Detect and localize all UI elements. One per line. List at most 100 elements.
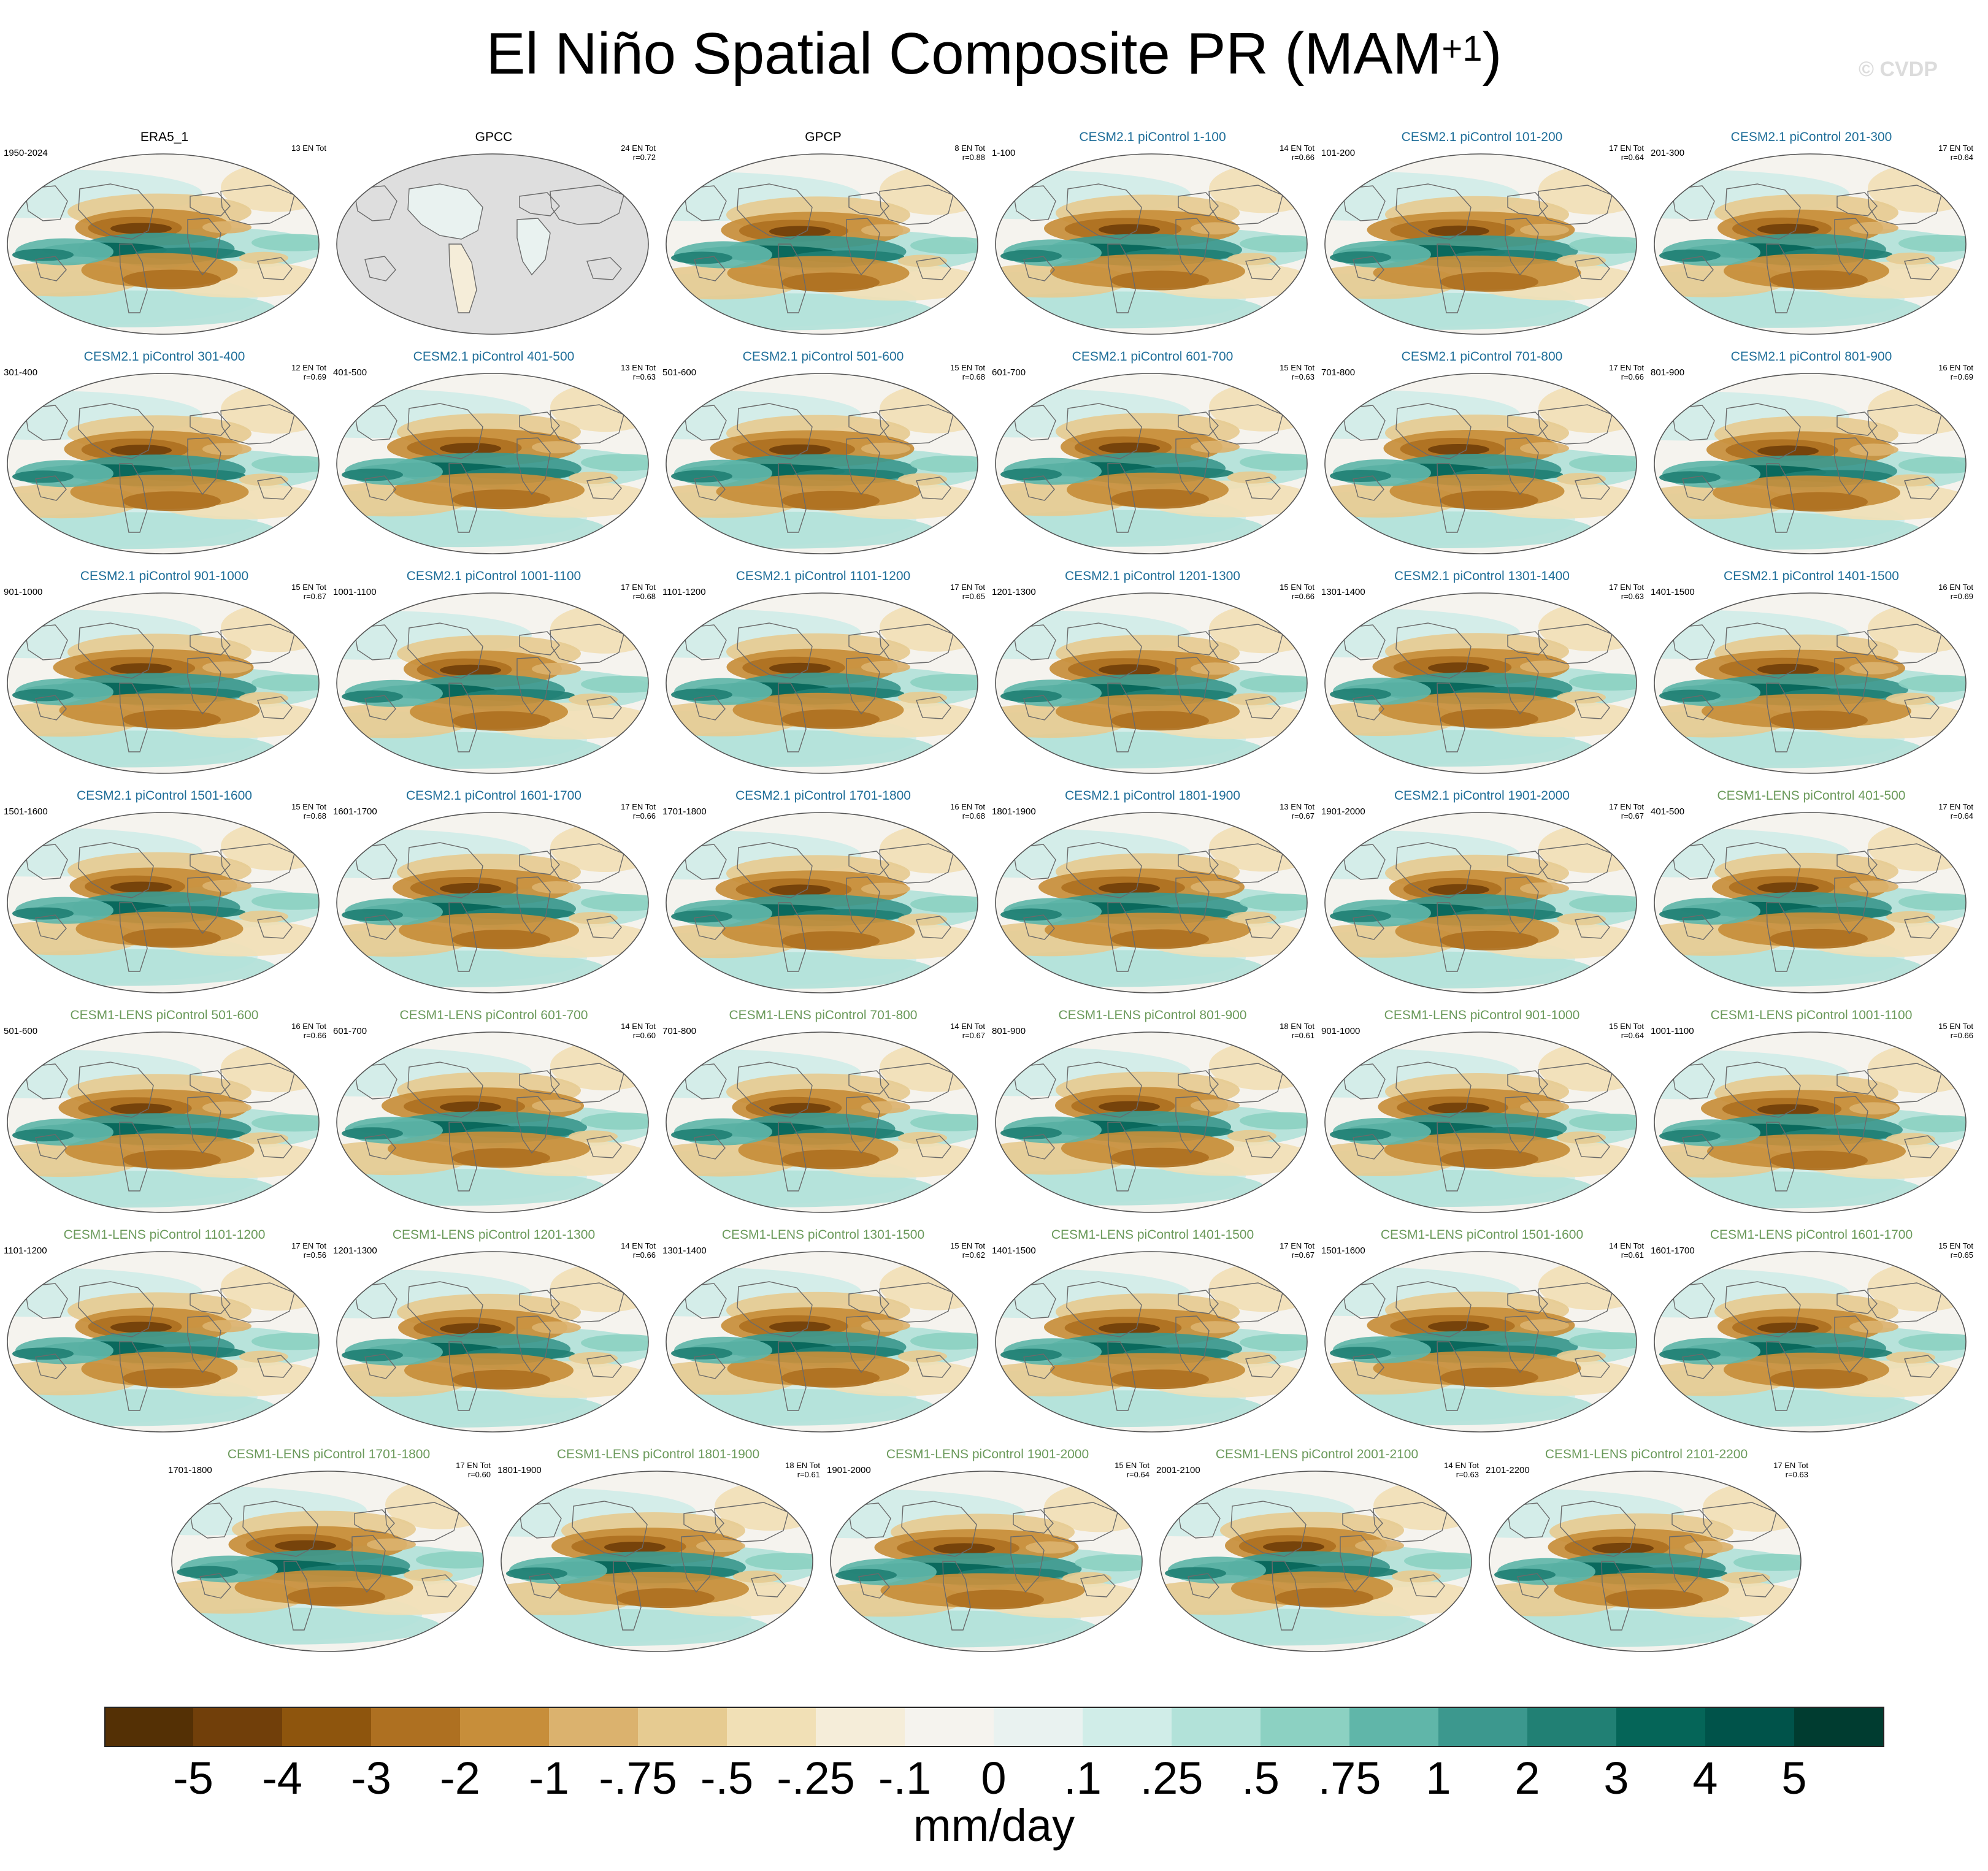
panel-pattern-correlation: r=0.63: [1621, 592, 1644, 601]
colorbar-tick-label: -5: [173, 1753, 213, 1804]
map-panel: CESM1-LENS piControl 2001-2100 2001-2100 1…: [1153, 1447, 1481, 1656]
colorbar-cell: [638, 1707, 727, 1746]
composite-map: [171, 1471, 484, 1652]
map-panel: CESM2.1 piControl 701-800 701-800 17 EN To…: [1318, 350, 1646, 558]
panel-title: CESM2.1 piControl 301-400: [83, 350, 245, 364]
composite-map: [336, 592, 649, 774]
map-panel: CESM2.1 piControl 501-600 501-600 15 EN To…: [659, 350, 988, 558]
panel-title: CESM1-LENS piControl 1401-1500: [1051, 1228, 1254, 1242]
panel-title: CESM2.1 piControl 1501-1600: [76, 789, 252, 803]
colorbar-cell: [371, 1707, 461, 1746]
colorbar-tick-label: -2: [440, 1753, 480, 1804]
panel-years: 1950-2024: [4, 148, 48, 158]
panel-years: 401-500: [1651, 806, 1685, 817]
panel-title: CESM1-LENS piControl 401-500: [1717, 789, 1906, 803]
colorbar-tick-label: 5: [1781, 1753, 1807, 1804]
panel-pattern-correlation: r=0.64: [1621, 1031, 1644, 1040]
panel-years: 1401-1500: [1651, 587, 1695, 597]
panel-years: 501-600: [4, 1026, 38, 1036]
panel-title: CESM1-LENS piControl 2101-2200: [1545, 1447, 1748, 1461]
colorbar-cell: [1794, 1707, 1883, 1746]
panel-title: ERA5_1: [140, 130, 189, 144]
composite-map: [7, 153, 320, 335]
colorbar-tick-label: 3: [1603, 1753, 1629, 1804]
colorbar-cell: [994, 1707, 1083, 1746]
panel-pattern-correlation: r=0.66: [632, 811, 656, 821]
panel-years: 401-500: [333, 367, 367, 378]
panel-event-count: 16 EN Tot: [291, 1022, 326, 1031]
panel-pattern-correlation: r=0.72: [632, 153, 656, 162]
panel-event-count: 18 EN Tot: [1280, 1022, 1314, 1031]
composite-map: [336, 1031, 649, 1213]
colorbar-tick-label: -1: [529, 1753, 569, 1804]
panel-title: CESM2.1 piControl 201-300: [1730, 130, 1892, 144]
map-panel: CESM2.1 piControl 1601-1700 1601-1700 17 E…: [329, 789, 658, 997]
composite-map: [7, 1251, 320, 1433]
panel-event-count: 16 EN Tot: [1938, 363, 1973, 372]
panel-pattern-correlation: r=0.64: [1126, 1470, 1149, 1479]
panel-pattern-correlation: r=0.67: [1291, 811, 1314, 821]
panel-pattern-correlation: r=0.64: [1621, 153, 1644, 162]
panel-title: CESM2.1 piControl 1701-1800: [735, 789, 911, 803]
panel-stats: 15 EN Tot r=0.68: [291, 802, 326, 821]
panel-event-count: 17 EN Tot: [1609, 143, 1644, 153]
colorbar-tick-label: 4: [1692, 1753, 1718, 1804]
composite-map: [995, 1031, 1308, 1213]
map-panel: CESM1-LENS piControl 1001-1100 1001-1100 1…: [1647, 1008, 1976, 1217]
panel-title: CESM2.1 piControl 1001-1100: [406, 569, 581, 583]
composite-map: [1654, 812, 1967, 993]
panel-title: CESM1-LENS piControl 1701-1800: [227, 1447, 431, 1461]
panel-stats: 15 EN Tot r=0.66: [1938, 1022, 1973, 1040]
panel-stats: 14 EN Tot r=0.63: [1444, 1461, 1479, 1479]
panel-event-count: 17 EN Tot: [456, 1461, 491, 1470]
map-panel: CESM1-LENS piControl 801-900 801-900 18 EN…: [988, 1008, 1317, 1217]
panel-event-count: 17 EN Tot: [1938, 802, 1973, 811]
panel-pattern-correlation: r=0.60: [467, 1470, 491, 1479]
panel-event-count: 14 EN Tot: [621, 1022, 656, 1031]
panel-title: GPCP: [805, 130, 842, 144]
panel-title: CESM1-LENS piControl 1201-1300: [392, 1228, 596, 1242]
map-panel: CESM1-LENS piControl 501-600 501-600 16 EN…: [0, 1008, 329, 1217]
panel-title: CESM2.1 piControl 501-600: [742, 350, 904, 364]
panel-stats: 13 EN Tot: [291, 143, 326, 153]
panel-pattern-correlation: r=0.65: [962, 592, 985, 601]
panel-pattern-correlation: r=0.67: [1291, 1250, 1314, 1260]
panel-pattern-correlation: r=0.63: [1785, 1470, 1808, 1479]
panel-years: 1201-1300: [333, 1245, 377, 1256]
colorbar: [104, 1707, 1883, 1746]
panel-years: 201-300: [1651, 148, 1685, 158]
composite-map: [666, 1251, 978, 1433]
panel-pattern-correlation: r=0.61: [1621, 1250, 1644, 1260]
composite-map: [666, 153, 978, 335]
panel-title: CESM2.1 piControl 801-900: [1730, 350, 1892, 364]
panel-stats: 15 EN Tot r=0.63: [1280, 363, 1314, 381]
panel-years: 1101-1200: [4, 1245, 47, 1256]
panel-stats: 16 EN Tot r=0.66: [291, 1022, 326, 1040]
panel-stats: 14 EN Tot r=0.67: [950, 1022, 985, 1040]
panel-stats: 8 EN Tot r=0.88: [954, 143, 985, 162]
panel-stats: 17 EN Tot r=0.60: [456, 1461, 491, 1479]
map-panel: CESM2.1 piControl 1701-1800 1701-1800 16 E…: [659, 789, 988, 997]
map-panel: CESM2.1 piControl 801-900 801-900 16 EN To…: [1647, 350, 1976, 558]
panel-stats: 15 EN Tot r=0.65: [1938, 1241, 1973, 1260]
panel-title: CESM2.1 piControl 1401-1500: [1723, 569, 1899, 583]
map-panel: CESM1-LENS piControl 901-1000 901-1000 15 …: [1318, 1008, 1646, 1217]
panel-pattern-correlation: r=0.68: [962, 372, 985, 381]
colorbar-tick-label: -4: [262, 1753, 302, 1804]
colorbar-tick-label: 2: [1514, 1753, 1540, 1804]
panel-pattern-correlation: r=0.67: [962, 1031, 985, 1040]
map-panel: CESM1-LENS piControl 601-700 601-700 14 EN…: [329, 1008, 658, 1217]
composite-map: [1654, 1031, 1967, 1213]
panel-title: CESM1-LENS piControl 1501-1600: [1380, 1228, 1584, 1242]
panel-event-count: 15 EN Tot: [1609, 1022, 1644, 1031]
panel-stats: 24 EN Tot r=0.72: [621, 143, 656, 162]
panel-event-count: 12 EN Tot: [291, 363, 326, 372]
panel-stats: 15 EN Tot r=0.68: [950, 363, 985, 381]
composite-map: [336, 373, 649, 554]
composite-map: [666, 373, 978, 554]
map-panel: CESM1-LENS piControl 701-800 701-800 14 EN…: [659, 1008, 988, 1217]
panel-years: 1901-2000: [1321, 806, 1365, 817]
panel-pattern-correlation: r=0.88: [962, 153, 985, 162]
panel-title: CESM2.1 piControl 401-500: [413, 350, 575, 364]
panel-years: 1201-1300: [992, 587, 1036, 597]
